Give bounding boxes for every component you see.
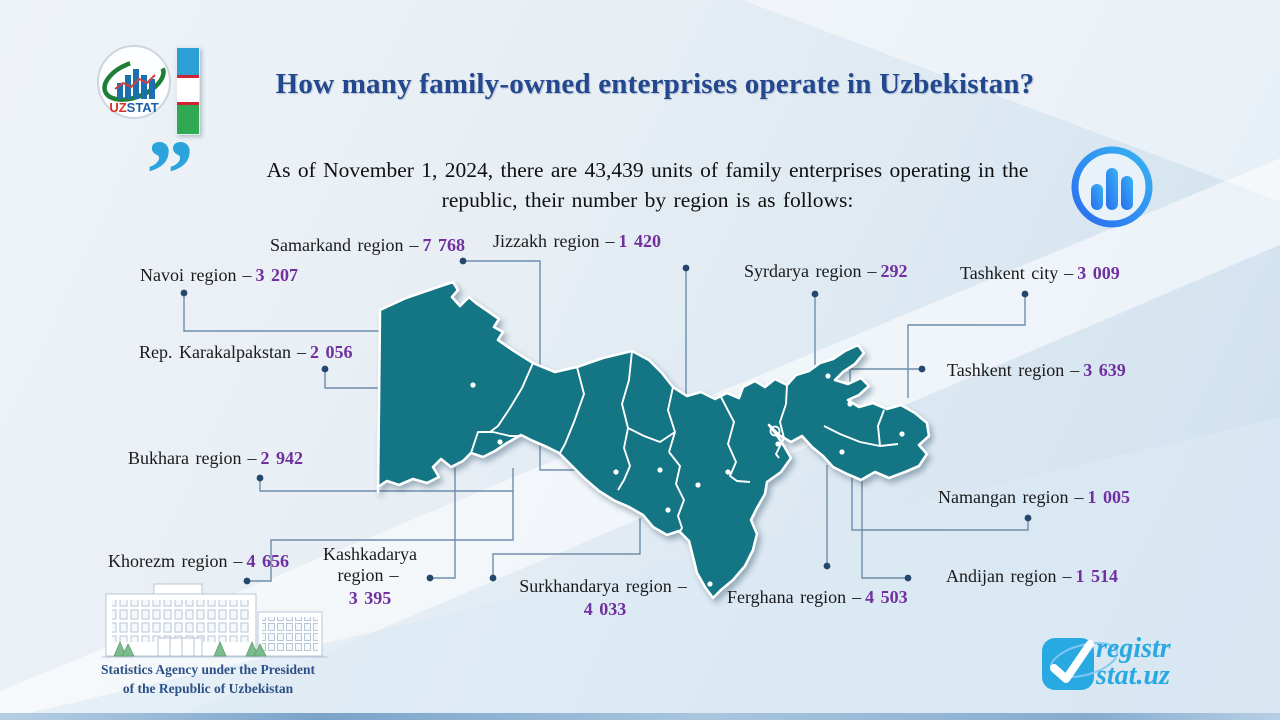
region-name: Namangan region [938,487,1069,507]
agency-caption-line-1: Statistics Agency under the President [101,662,315,677]
separator: – [1064,263,1074,283]
separator: – [677,576,687,596]
region-name: Rep. Karakalpakstan [139,342,291,362]
region-name: Jizzakh region [493,231,600,251]
region-label-namangan: Namangan region –1 005 [938,487,1130,508]
separator: – [242,265,252,285]
uzstat-logo-uz: UZ [109,100,126,115]
region-name: Samarkand region [270,235,404,255]
quote-icon: ” [146,120,194,227]
region-label-samarkand: Samarkand region –7 768 [270,235,465,256]
intro-line-2: republic, their number by region is as f… [441,187,854,212]
region-value: 3 207 [255,265,298,285]
region-label-karakalpakstan: Rep. Karakalpakstan –2 056 [139,342,352,363]
intro-text: As of November 1, 2024, there are 43,439… [225,156,1070,215]
region-value: 2 942 [260,448,303,468]
uzstat-logo-stat: STAT [127,100,159,115]
uzstat-logo-swoosh [102,58,166,102]
region-label-surkhandarya: Surkhandarya region – 4 033 [514,576,696,620]
page-title: How many family-owned enterprises operat… [275,68,1035,100]
region-value: 3 639 [1083,360,1126,380]
region-value: 1 420 [618,231,661,251]
bottom-accent-bar [0,713,1280,720]
region-value: 3 009 [1077,263,1120,283]
region-value: 2 056 [309,342,353,362]
region-value: 1 005 [1087,487,1130,507]
region-label-jizzakh: Jizzakh region –1 420 [493,231,661,252]
uzstat-logo-bars [117,69,155,99]
uzstat-logo-text: UZSTAT [109,100,158,115]
region-value: 4 503 [865,587,908,607]
region-name: Tashkent city [960,263,1059,283]
uzstat-logo-trendline [114,74,156,90]
separator: – [852,587,862,607]
region-value: 4 656 [246,551,289,571]
region-label-tashkent-city: Tashkent city –3 009 [960,263,1120,284]
separator: – [409,235,419,255]
region-name: Kashkadarya region [323,544,417,585]
region-name: Ferghana region [727,587,847,607]
region-label-bukhara: Bukhara region –2 942 [128,448,303,469]
agency-caption-line-2: of the Republic of Uzbekistan [122,680,294,696]
intro-line-1: As of November 1, 2024, there are 43,439… [266,158,1029,182]
region-label-syrdarya: Syrdarya region –292 [744,261,907,282]
separator: – [1070,360,1080,380]
region-name: Tashkent region [947,360,1065,380]
region-value: 1 514 [1075,566,1118,586]
region-value: 3 395 [348,588,392,608]
region-name: Bukhara region [128,448,242,468]
uzbekistan-map [376,280,931,600]
region-value: 7 768 [422,235,465,255]
separator: – [605,231,615,251]
region-label-ferghana: Ferghana region –4 503 [727,587,908,608]
region-name: Navoi region [140,265,237,285]
uzbekistan-flag [176,47,200,135]
region-label-kashkadarya: Kashkadarya region – 3 395 [288,544,452,609]
connector-navoi [183,293,400,332]
region-name: Surkhandarya region [519,576,672,596]
separator: – [233,551,243,571]
registr-stat-url[interactable]: registr stat.uz [1096,635,1171,691]
region-name: Andijan region [946,566,1057,586]
region-name: Syrdarya region [744,261,862,281]
region-value: 4 033 [583,599,627,619]
separator: – [389,565,399,585]
separator: – [247,448,257,468]
separator: – [296,342,306,362]
region-label-tashkent-region: Tashkent region –3 639 [947,360,1126,381]
region-label-khorezm: Khorezm region –4 656 [108,551,289,572]
uzstat-logo: UZSTAT [97,45,171,119]
registr-text-line-2: stat.uz [1096,659,1170,691]
region-value: 292 [880,261,908,281]
region-name: Khorezm region [108,551,228,571]
separator: – [867,261,877,281]
agency-caption: Statistics Agency under the President of… [92,661,324,699]
separator: – [1074,487,1084,507]
separator: – [1062,566,1072,586]
region-label-navoi: Navoi region –3 207 [140,265,298,286]
region-label-andijan: Andijan region –1 514 [946,566,1118,587]
bar-chart-icon [1071,146,1153,228]
